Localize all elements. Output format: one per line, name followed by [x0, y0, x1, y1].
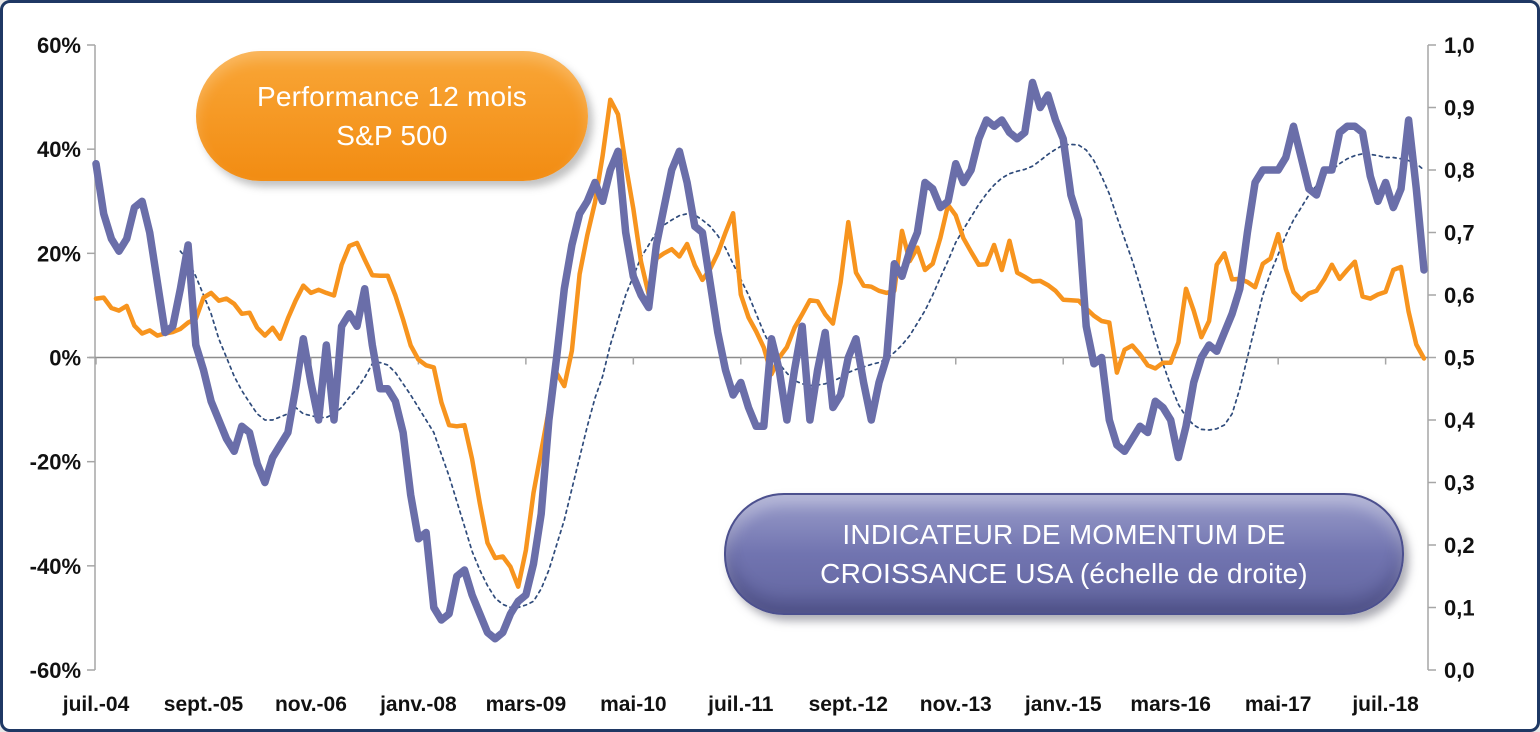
dual-axis-line-chart: 60% 40% 20% 0% -20% -40% -60% 1,0 0,9 0,8 0,7 0,6 0,… [30, 33, 1476, 716]
x-axis-label: nov.-06 [275, 693, 347, 716]
x-axis-label: juil.-18 [1351, 693, 1419, 716]
x-axis-label: mai-10 [600, 693, 667, 716]
x-axis-label: sept.-05 [164, 693, 244, 716]
right-axis-label: 0,8 [1444, 158, 1475, 183]
series-line-1 [92, 78, 1428, 643]
annotation-sp500-line2: S&P 500 [336, 120, 448, 151]
right-axis-label: 0,3 [1444, 471, 1475, 496]
x-axis-label: juil.-11 [707, 693, 774, 716]
left-axis-label: 20% [37, 241, 81, 266]
annotation-sp500-label: Performance 12 mois S&P 500 [196, 51, 588, 181]
left-axis-label: -60% [30, 658, 81, 683]
x-axis-label: janv.-08 [379, 693, 457, 716]
x-axis-label: mai-17 [1245, 693, 1312, 716]
right-axis-label: 0,4 [1444, 408, 1475, 433]
left-axis-label: 40% [37, 137, 81, 162]
left-axis-label: -40% [30, 554, 81, 579]
series-line-2 [179, 143, 1425, 609]
annotation-momentum-line1: INDICATEUR DE MOMENTUM DE [842, 519, 1286, 550]
x-axis-label: nov.-13 [920, 693, 992, 716]
x-axis-label: sept.-12 [809, 693, 888, 716]
right-axis-label: 0,7 [1444, 221, 1475, 246]
x-axis-label: juil.-04 [62, 693, 130, 716]
right-axis-label: 1,0 [1444, 33, 1475, 58]
right-axis-label: 0,0 [1444, 658, 1475, 683]
x-axis-label: mars-09 [486, 693, 567, 716]
annotation-momentum-label: INDICATEUR DE MOMENTUM DE CROISSANCE USA… [724, 493, 1404, 615]
right-axis-label: 0,1 [1444, 596, 1475, 621]
series-line-0 [93, 97, 1427, 589]
right-axis-label: 0,9 [1444, 96, 1475, 121]
right-axis-label: 0,6 [1444, 283, 1475, 308]
left-axis-label: 0% [49, 346, 81, 371]
annotation-momentum-line2: CROISSANCE USA (échelle de droite) [820, 558, 1308, 589]
right-axis-label: 0,5 [1444, 346, 1475, 371]
right-axis-label: 0,2 [1444, 533, 1475, 558]
x-axis-label: janv.-15 [1024, 693, 1102, 716]
left-axis-label: 60% [37, 33, 81, 58]
left-axis-label: -20% [30, 450, 81, 475]
x-axis-label: mars-16 [1130, 693, 1211, 716]
annotation-sp500-line1: Performance 12 mois [257, 81, 527, 112]
